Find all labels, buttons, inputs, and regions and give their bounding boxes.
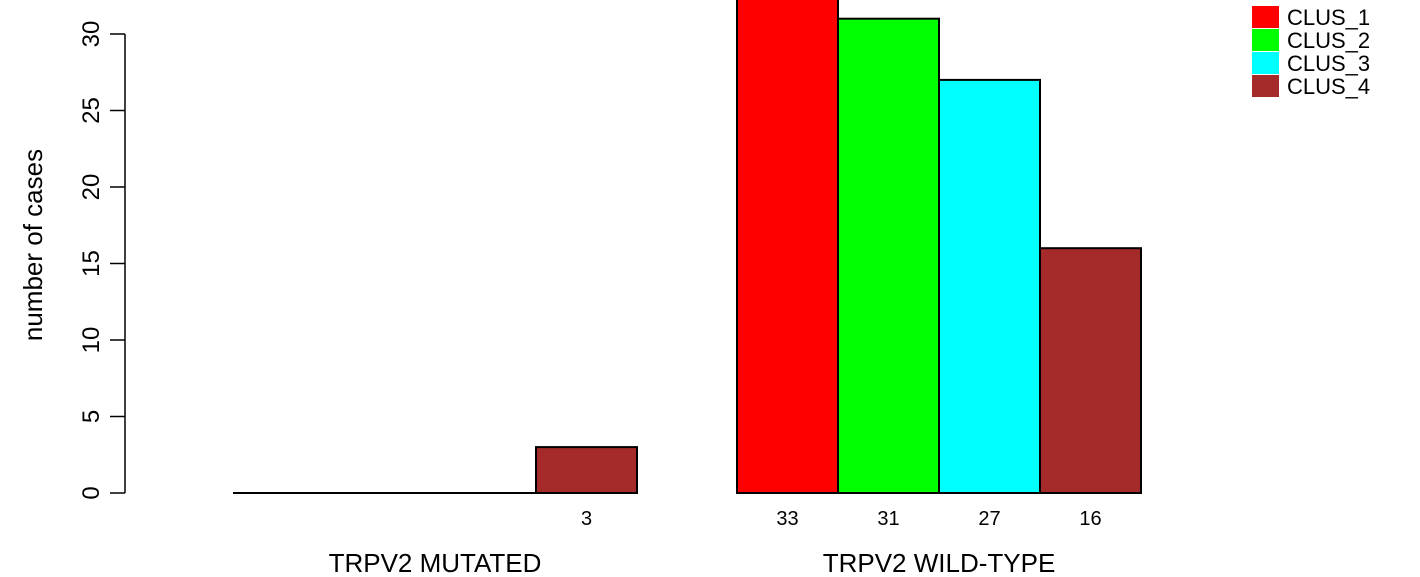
bar-value-label: 16 xyxy=(1079,508,1101,530)
bar-value-label: 31 xyxy=(877,508,899,530)
bars xyxy=(233,0,1142,495)
y-axis-label: number of cases xyxy=(18,149,48,341)
bar xyxy=(837,17,940,494)
bar xyxy=(736,0,839,494)
y-tick-label: 0 xyxy=(78,486,105,499)
y-tick-label: 5 xyxy=(78,410,105,423)
group-label: TRPV2 WILD-TYPE xyxy=(823,548,1056,577)
legend-label: CLUS_3 xyxy=(1287,51,1370,76)
y-tick-label: 30 xyxy=(78,21,105,48)
bar xyxy=(938,78,1041,495)
legend-label: CLUS_4 xyxy=(1287,74,1370,99)
legend-label: CLUS_1 xyxy=(1287,5,1370,30)
y-tick-label: 15 xyxy=(78,250,105,277)
y-tick-label: 25 xyxy=(78,97,105,124)
y-tick-label: 20 xyxy=(78,174,105,201)
y-axis: 0 5 10 15 20 25 30 xyxy=(78,21,126,500)
legend-label: CLUS_2 xyxy=(1287,28,1370,53)
bar-value-label: 27 xyxy=(978,508,1000,530)
legend-swatch xyxy=(1252,29,1279,51)
group-labels: TRPV2 MUTATED TRPV2 WILD-TYPE xyxy=(329,548,1056,577)
value-labels: 3 33 31 27 16 xyxy=(581,508,1102,530)
bar-value-label: 33 xyxy=(776,508,798,530)
bar-value-label: 3 xyxy=(581,508,592,530)
legend-swatch xyxy=(1252,6,1279,28)
group-label: TRPV2 MUTATED xyxy=(329,548,542,577)
bar xyxy=(535,446,638,495)
y-tick-label: 10 xyxy=(78,327,105,354)
legend-swatch xyxy=(1252,52,1279,74)
bar xyxy=(1039,247,1142,494)
legend-swatch xyxy=(1252,75,1279,97)
